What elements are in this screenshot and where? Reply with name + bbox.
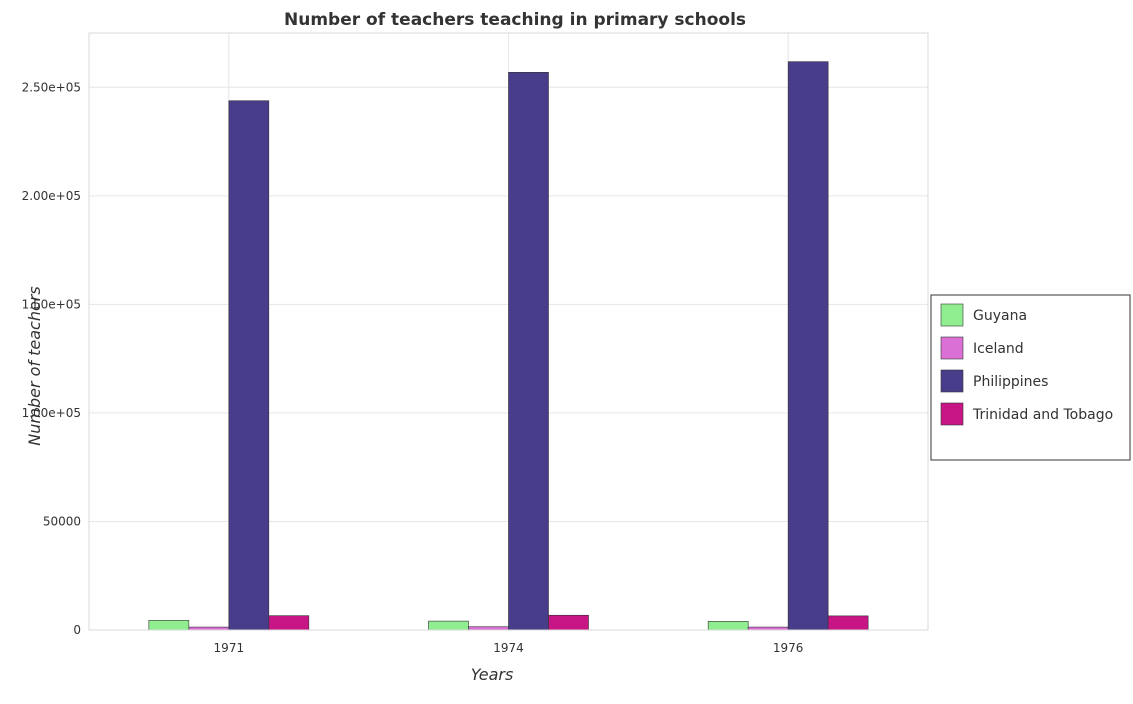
legend-entry: Trinidad and Tobago [972, 407, 1113, 423]
axes: 0 50000 1.00e+05 1.50e+05 2.00e+05 2.50e+05 19… [22, 32, 929, 655]
legend-entry: Philippines [973, 374, 1048, 390]
y-tick-label: 2.50e+05 [22, 80, 81, 94]
x-tick-label: 1971 [214, 641, 245, 655]
y-axis-label: Number of teachers [25, 286, 44, 445]
legend: Guyana Iceland Philippines Trinidad and Tob… [930, 294, 1131, 461]
bar-philippines-1974 [508, 71, 549, 631]
y-tick-label: 2.00e+05 [22, 189, 81, 203]
bar-trinidad-and-tobago-1976 [827, 615, 869, 631]
bar-guyana-1976 [707, 621, 749, 631]
y-tick-label: 1.00e+05 [22, 406, 81, 420]
legend-swatch [940, 336, 964, 360]
legend-box [930, 294, 1131, 461]
legend-swatch [940, 369, 964, 393]
plot-frame [88, 32, 929, 631]
y-tick-label: 50000 [43, 514, 81, 528]
x-axis-label: Years [471, 665, 514, 684]
x-tick-label: 1974 [493, 641, 524, 655]
legend-swatch [940, 303, 964, 327]
legend-swatch [940, 402, 964, 426]
bar-philippines-1971 [228, 100, 270, 631]
chart-title: Number of teachers teaching in primary s… [284, 10, 746, 30]
bars [148, 61, 869, 631]
bar-guyana-1974 [428, 620, 469, 631]
bar-guyana-1971 [148, 620, 190, 631]
legend-entry: Guyana [973, 308, 1027, 324]
bar-trinidad-and-tobago-1974 [548, 614, 589, 631]
x-tick-label: 1976 [773, 641, 804, 655]
y-tick-label: 0 [73, 623, 81, 637]
y-tick-label: 1.50e+05 [22, 297, 81, 311]
bar-philippines-1976 [787, 61, 829, 631]
bar-trinidad-and-tobago-1971 [268, 615, 310, 631]
legend-entry: Iceland [973, 341, 1024, 357]
